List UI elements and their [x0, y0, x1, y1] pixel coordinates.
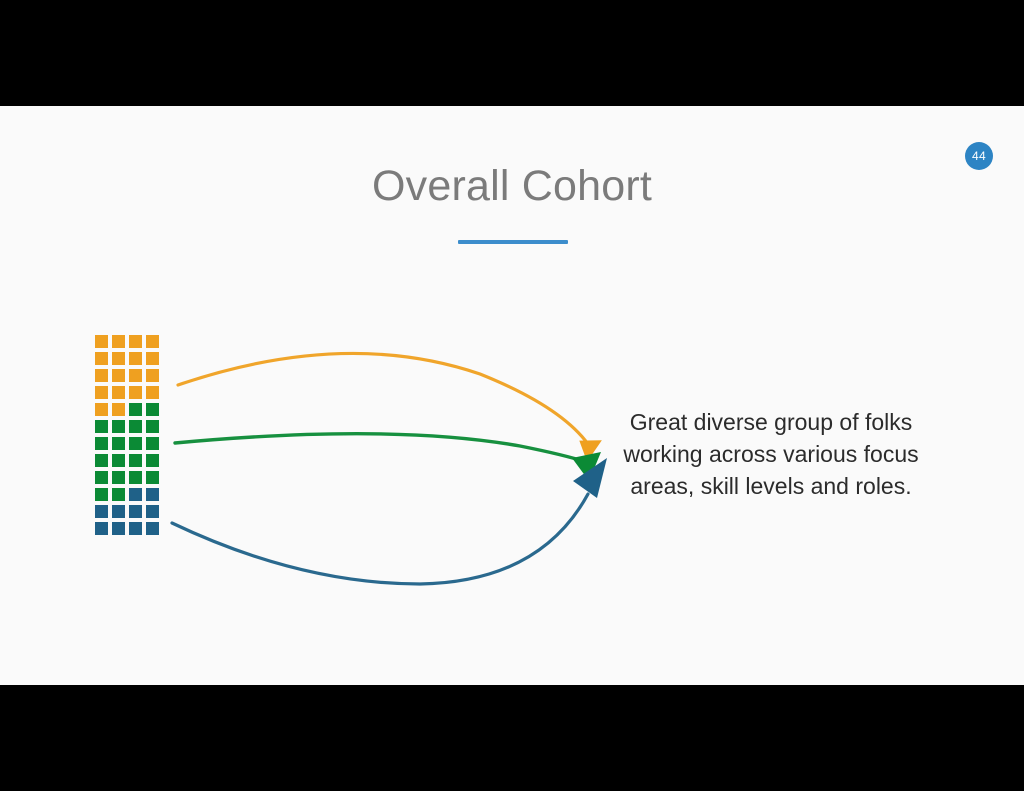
waffle-cell-orange — [95, 386, 108, 399]
callout-text: Great diverse group of folks working acr… — [623, 409, 919, 499]
title-underline-rule — [458, 240, 568, 244]
letterbox-bottom — [0, 685, 1024, 791]
waffle-cell-green — [95, 471, 108, 484]
waffle-cell-orange — [112, 369, 125, 382]
waffle-cell-orange — [129, 369, 142, 382]
waffle-cell-blue — [95, 522, 108, 535]
slide-canvas: 44 Overall Cohort Great diverse group of… — [0, 106, 1024, 685]
green-arrow — [173, 432, 601, 481]
waffle-cell-green — [112, 471, 125, 484]
waffle-cell-blue — [112, 505, 125, 518]
waffle-cell-blue — [146, 488, 159, 501]
waffle-cell-orange — [146, 352, 159, 365]
waffle-cell-green — [146, 454, 159, 467]
waffle-cell-green — [112, 437, 125, 450]
waffle-cell-green — [129, 471, 142, 484]
waffle-cell-green — [129, 437, 142, 450]
page-number-badge: 44 — [965, 142, 993, 170]
waffle-cell-orange — [95, 403, 108, 416]
waffle-cell-orange — [146, 335, 159, 348]
waffle-cell-orange — [112, 403, 125, 416]
orange-arrow — [176, 351, 602, 462]
waffle-cell-orange — [95, 335, 108, 348]
waffle-cell-orange — [129, 386, 142, 399]
waffle-cell-orange — [146, 369, 159, 382]
waffle-cell-green — [146, 437, 159, 450]
waffle-cell-blue — [146, 522, 159, 535]
waffle-cell-green — [95, 488, 108, 501]
waffle-cell-orange — [146, 386, 159, 399]
waffle-cell-green — [146, 403, 159, 416]
waffle-cell-orange — [112, 386, 125, 399]
waffle-cell-blue — [95, 505, 108, 518]
waffle-cell-green — [95, 437, 108, 450]
waffle-cell-green — [112, 488, 125, 501]
waffle-cell-blue — [146, 505, 159, 518]
waffle-cell-green — [95, 420, 108, 433]
waffle-cell-orange — [129, 352, 142, 365]
waffle-cell-green — [129, 454, 142, 467]
waffle-cell-orange — [95, 369, 108, 382]
waffle-cell-orange — [112, 335, 125, 348]
page-title: Overall Cohort — [371, 162, 652, 210]
waffle-chart — [95, 335, 159, 535]
waffle-cell-green — [129, 420, 142, 433]
waffle-cell-green — [95, 454, 108, 467]
waffle-cell-orange — [95, 352, 108, 365]
waffle-cell-green — [146, 471, 159, 484]
waffle-cell-green — [129, 403, 142, 416]
letterbox-top — [0, 0, 1024, 106]
waffle-cell-orange — [112, 352, 125, 365]
waffle-cell-blue — [129, 522, 142, 535]
blue-arrow — [170, 458, 607, 586]
waffle-cell-green — [112, 420, 125, 433]
waffle-cell-orange — [129, 335, 142, 348]
waffle-cell-blue — [112, 522, 125, 535]
waffle-cell-green — [146, 420, 159, 433]
waffle-cell-blue — [129, 505, 142, 518]
waffle-cell-blue — [129, 488, 142, 501]
waffle-cell-green — [112, 454, 125, 467]
